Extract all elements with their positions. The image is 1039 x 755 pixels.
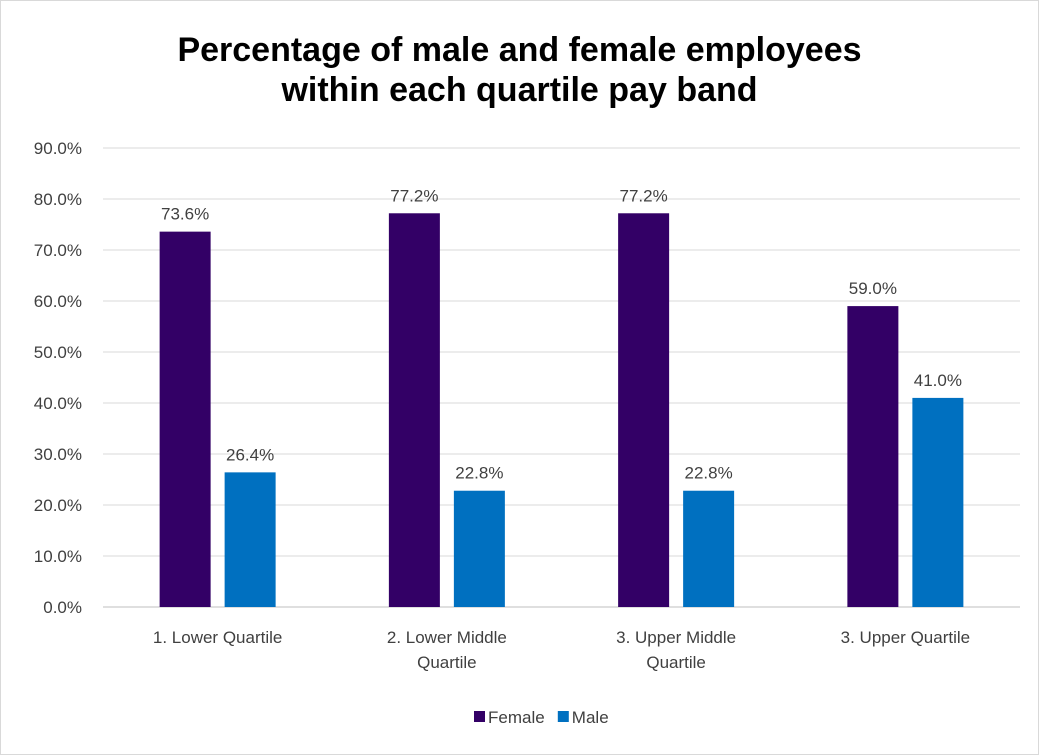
x-category-label: 3. Upper Middle [616,628,736,647]
x-category-label: Quartile [646,653,706,672]
y-tick-label: 20.0% [34,496,82,515]
bar-male [224,472,276,607]
bar-female [159,231,211,607]
legend-label-male: Male [572,708,609,727]
y-tick-label: 40.0% [34,394,82,413]
legend-swatch-male [557,711,569,722]
bar-male [912,397,964,607]
data-label: 77.2% [620,186,668,205]
data-label: 22.8% [455,464,503,483]
x-axis: 1. Lower Quartile 2. Lower Middle Quartile… [153,628,970,672]
y-tick-label: 30.0% [34,445,82,464]
data-label: 77.2% [390,186,438,205]
y-tick-label: 50.0% [34,343,82,362]
bar-female [388,213,440,607]
bar-female [847,306,899,607]
data-label: 41.0% [914,371,962,390]
data-label: 59.0% [849,279,897,298]
legend-swatch-female [474,711,485,722]
data-label: 73.6% [161,205,209,224]
data-labels: 73.6% 26.4% 77.2% 22.8% 77.2% 22.8% 59.0% 41.0% [161,186,962,482]
y-tick-label: 60.0% [34,292,82,311]
x-category-label: 1. Lower Quartile [153,628,282,647]
y-tick-label: 70.0% [34,241,82,260]
bars [159,213,964,607]
y-tick-label: 90.0% [34,139,82,158]
x-category-label: Quartile [417,653,477,672]
y-tick-label: 10.0% [34,547,82,566]
legend: Female Male [474,708,609,727]
data-label: 22.8% [685,464,733,483]
x-category-label: 2. Lower Middle [387,628,507,647]
y-tick-label: 80.0% [34,190,82,209]
bar-male [453,490,505,607]
bar-female [618,213,670,607]
chart-title-line-2: within each quartile pay band [281,71,758,109]
chart-title-line-1: Percentage of male and female employees [177,31,862,69]
data-label: 26.4% [226,445,274,464]
legend-label-female: Female [488,708,545,727]
bar-male [683,490,735,607]
chart-title: Percentage of male and female employees … [0,30,1039,110]
y-tick-label: 0.0% [43,598,82,617]
x-category-label: 3. Upper Quartile [841,628,970,647]
y-axis: 0.0% 10.0% 20.0% 30.0% 40.0% 50.0% 60.0% 70.0% 8… [34,139,82,617]
